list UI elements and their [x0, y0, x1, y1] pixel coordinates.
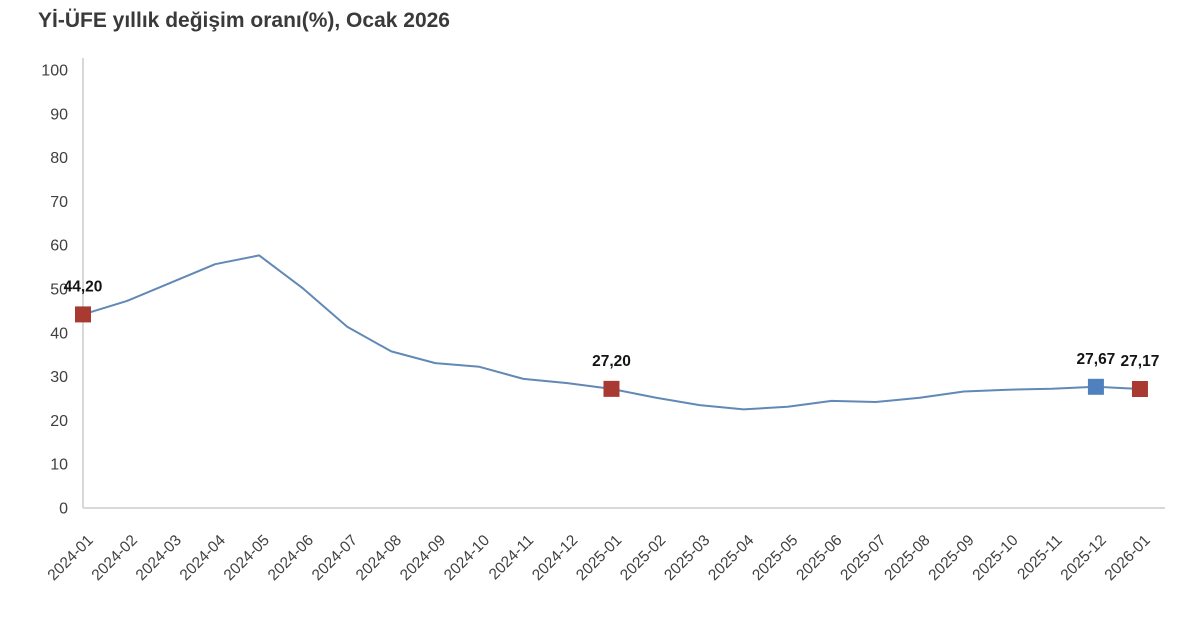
y-tick-label: 60 — [50, 238, 68, 255]
data-point-label: 27,17 — [1121, 353, 1160, 370]
y-tick-label: 70 — [50, 194, 68, 211]
x-tick-label: 2024-04 — [177, 532, 230, 585]
x-tick-label: 2024-05 — [221, 532, 273, 584]
data-marker — [75, 306, 91, 323]
x-tick-label: 2024-03 — [133, 532, 185, 584]
x-tick-label: 2024-09 — [397, 532, 449, 584]
y-tick-label: 10 — [50, 457, 68, 474]
x-tick-label: 2024-08 — [353, 532, 405, 584]
x-tick-label: 2025-03 — [661, 532, 713, 584]
y-tick-label: 100 — [41, 63, 68, 80]
data-point-label: 27,20 — [592, 353, 631, 370]
x-tick-label: 2025-09 — [925, 532, 977, 584]
x-tick-label: 2025-08 — [881, 532, 933, 584]
x-tick-label: 2024-12 — [529, 532, 581, 584]
y-tick-label: 0 — [59, 501, 68, 518]
x-tick-label: 2025-04 — [705, 532, 758, 585]
x-tick-label: 2024-01 — [45, 532, 97, 584]
y-tick-label: 20 — [50, 413, 68, 430]
data-marker — [1131, 380, 1148, 397]
x-tick-label: 2025-12 — [1057, 532, 1109, 584]
x-tick-label: 2025-01 — [573, 532, 625, 584]
y-tick-label: 80 — [50, 150, 68, 167]
y-tick-label: 40 — [50, 325, 68, 342]
y-tick-label: 50 — [50, 282, 68, 299]
y-tick-label: 30 — [50, 369, 68, 386]
data-marker — [1087, 378, 1104, 395]
x-tick-label: 2024-02 — [89, 532, 141, 584]
data-point-label: 27,67 — [1077, 351, 1116, 368]
x-tick-label: 2025-06 — [793, 532, 845, 584]
data-marker — [603, 380, 620, 397]
x-tick-label: 2026-01 — [1102, 532, 1154, 584]
x-tick-label: 2024-11 — [486, 532, 537, 583]
x-tick-label: 2025-07 — [837, 532, 889, 584]
x-tick-label: 2025-05 — [749, 532, 801, 584]
chart-title: Yİ-ÜFE yıllık değişim oranı(%), Ocak 202… — [38, 9, 450, 32]
x-tick-label: 2025-11 — [1014, 532, 1065, 583]
x-tick-label: 2024-07 — [309, 532, 361, 584]
x-tick-label: 2024-06 — [265, 532, 317, 584]
data-point-label: 44,20 — [64, 278, 103, 295]
x-tick-label: 2024-10 — [441, 532, 494, 585]
x-tick-label: 2025-10 — [969, 532, 1022, 585]
y-tick-label: 90 — [50, 106, 68, 123]
x-tick-label: 2025-02 — [617, 532, 669, 584]
